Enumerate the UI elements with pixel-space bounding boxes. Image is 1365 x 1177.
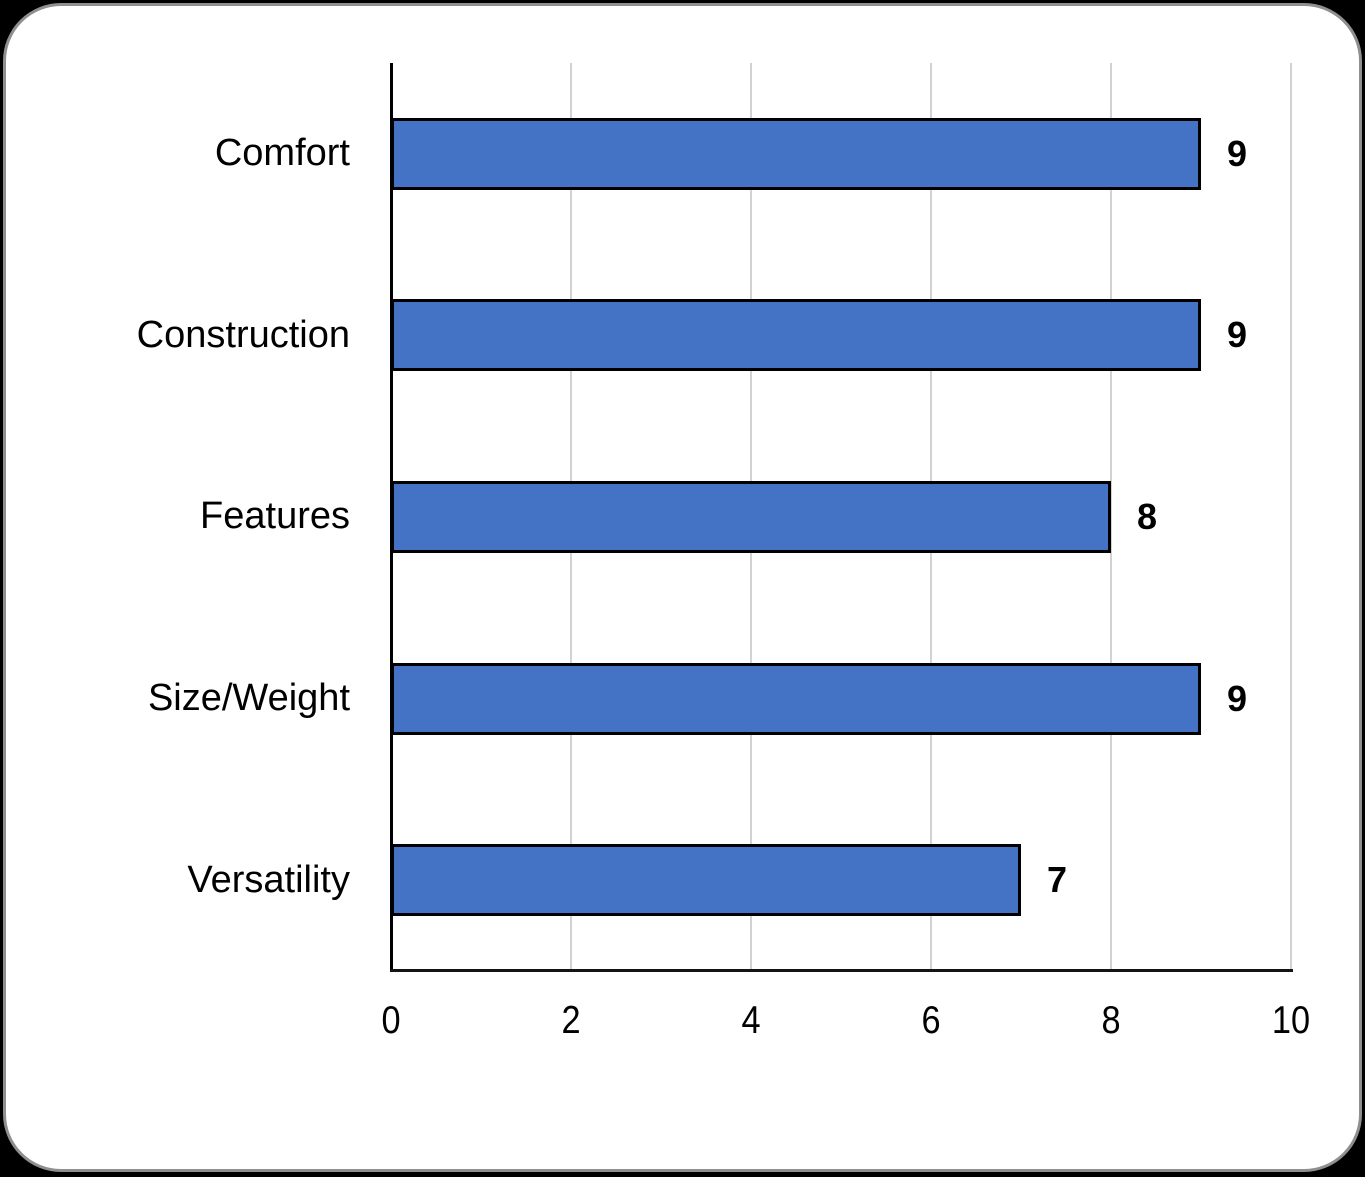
bar-value-label: 8 — [1137, 496, 1158, 537]
gridline — [1110, 63, 1112, 971]
x-axis-line — [390, 969, 1293, 972]
bar-features — [391, 481, 1111, 553]
category-label: Construction — [136, 313, 350, 356]
x-tick-label: 6 — [921, 999, 941, 1042]
plot-area: 9 9 8 9 7 — [391, 63, 1292, 971]
category-label: Comfort — [214, 132, 350, 175]
bar-size-weight — [391, 662, 1201, 735]
bar-construction — [391, 299, 1201, 372]
x-tick-label: 2 — [561, 999, 581, 1042]
chart-card: 9 9 8 9 7 Comfort Construction Features Size/We… — [3, 3, 1362, 1172]
gridline — [1290, 63, 1292, 971]
bar-value-label: 9 — [1227, 132, 1248, 174]
category-label: Features — [200, 495, 350, 538]
x-tick-label: 4 — [741, 999, 761, 1042]
category-label: Versatility — [187, 858, 350, 901]
bar-comfort — [391, 117, 1201, 190]
bar-value-label: 9 — [1227, 314, 1248, 356]
x-tick-label: 0 — [381, 999, 401, 1042]
y-axis-line — [390, 63, 393, 971]
bar-versatility — [391, 844, 1021, 917]
x-tick-label: 8 — [1101, 999, 1121, 1042]
bar-value-label: 7 — [1047, 859, 1068, 901]
category-label: Size/Weight — [147, 677, 350, 720]
bar-value-label: 9 — [1227, 677, 1248, 719]
x-tick-label: 10 — [1271, 999, 1311, 1042]
